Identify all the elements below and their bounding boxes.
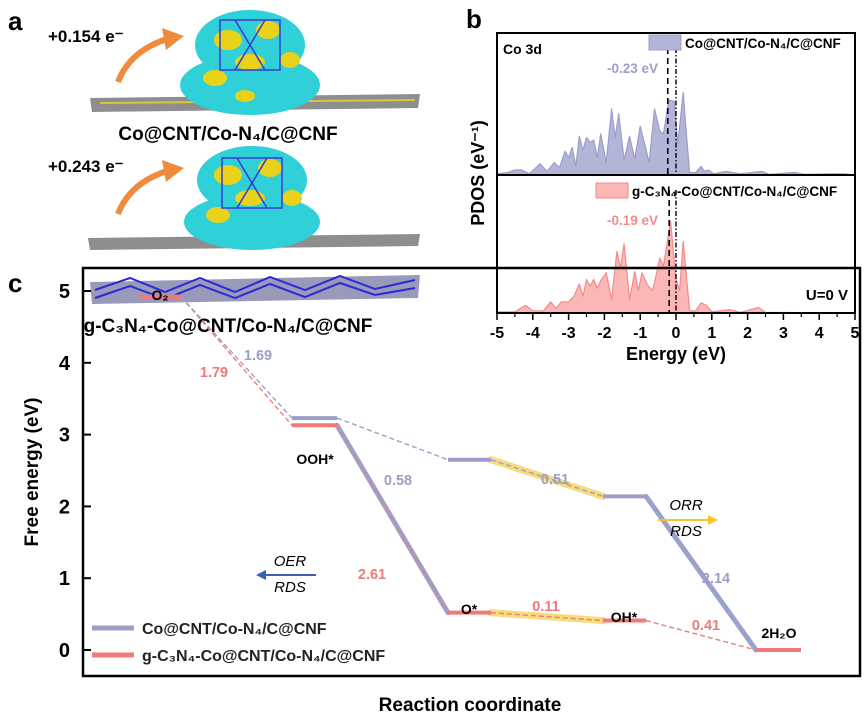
structure-bottom-image <box>88 146 420 304</box>
legend-label-red: g-C₃N₄-Co@CNT/Co-N₄/C@CNF <box>142 648 385 665</box>
energy-y-tick-label: 1 <box>59 568 70 590</box>
pdos-area-1 <box>496 220 856 314</box>
step-energy-label: 0.58 <box>384 473 412 489</box>
pdos-chart: -5 -4 -3 -2 -1 0 1 2 3 4 5 Co 3d Co@CNT/Co-N₄/C@CN… <box>468 32 860 364</box>
orr-rds-label: RDS <box>670 523 702 540</box>
panel-a-structures: +0.154 e⁻ Co@CNT/Co-N₄/C@CNF +0.243 e⁻ <box>48 10 420 337</box>
pdos-x-tick-label: -5 <box>490 325 504 342</box>
legend-swatch-top <box>648 34 682 51</box>
state-label: 2H₂O <box>761 625 796 641</box>
connector-1-0 <box>180 296 293 426</box>
pdos-x-tick-label: 5 <box>851 325 860 342</box>
connector-1-2 <box>490 611 604 622</box>
charge-arrow-top-icon <box>115 35 171 84</box>
pdos-x-tick-label: 3 <box>779 325 788 342</box>
free-energy-chart: 0 1 2 3 4 5 O₂ OOH* O* OH* 2H₂O 1.69 0.58 0.51 2.14 1.… <box>22 266 862 716</box>
panel-letter-b: b <box>466 4 482 34</box>
connector-0-2 <box>490 459 604 498</box>
orr-arrowhead-icon <box>708 515 718 525</box>
energy-y-axis-label: Free energy (eV) <box>22 398 43 547</box>
oer-arrowhead-icon <box>256 570 266 580</box>
charge-transfer-top: +0.154 e⁻ <box>48 27 124 46</box>
energy-y-tick-label: 3 <box>59 425 70 447</box>
step-energy-label: 0.51 <box>541 472 569 488</box>
energy-y-tick-label: 2 <box>59 496 70 518</box>
state-label: O₂ <box>151 287 168 303</box>
charge-arrowhead-top-icon <box>162 28 184 50</box>
connector-1-1 <box>336 424 449 614</box>
state-label: O* <box>461 601 478 617</box>
state-label: OOH* <box>296 451 334 467</box>
panel-letter-a: a <box>8 6 23 36</box>
energy-frame <box>81 266 862 678</box>
energy-x-axis-label: Reaction coordinate <box>379 695 562 716</box>
orr-label: ORR <box>669 497 703 514</box>
pdos-x-tick-label: -3 <box>561 325 575 342</box>
panel-letter-c: c <box>8 268 22 298</box>
step-energy-label: 2.14 <box>702 571 730 587</box>
structure-top-image <box>90 10 420 115</box>
step-energy-label: 0.11 <box>532 599 559 615</box>
structure-label-top: Co@CNT/Co-N₄/C@CNF <box>118 124 337 145</box>
legend-swatch-bottom <box>595 182 629 199</box>
oer-rds-label: RDS <box>274 579 306 596</box>
charge-arrowhead-bottom-icon <box>162 160 184 182</box>
pdos-x-tick-label: 0 <box>672 325 681 342</box>
d-band-label-bottom: -0.19 eV <box>607 213 658 228</box>
step-energy-label: 0.41 <box>692 618 720 634</box>
pdos-x-tick-label: 4 <box>815 325 824 342</box>
potential-annotation: U=0 V <box>806 287 848 304</box>
pdos-x-axis-label: Energy (eV) <box>626 344 726 364</box>
step-energy-label: 2.61 <box>358 567 386 583</box>
rds-highlight-oer <box>643 493 759 653</box>
legend-label-top: Co@CNT/Co-N₄/C@CNF <box>685 36 841 51</box>
charge-arrow-bottom-icon <box>115 167 171 216</box>
structure-label-bottom: g-C₃N₄-Co@CNT/Co-N₄/C@CNF <box>84 316 373 337</box>
state-label: OH* <box>611 609 638 625</box>
d-band-label-top: -0.23 eV <box>607 61 658 76</box>
step-energy-label: 1.69 <box>244 348 272 364</box>
energy-y-tick-label: 4 <box>59 353 71 375</box>
connector-1-3 <box>645 619 757 651</box>
energy-y-tick-label: 5 <box>59 281 70 303</box>
energy-y-tick-label: 0 <box>59 640 70 662</box>
oer-label: OER <box>274 553 307 570</box>
pdos-x-tick-label: 1 <box>707 325 716 342</box>
connector-0-0 <box>180 296 293 419</box>
legend-label-blue: Co@CNT/Co-N₄/C@CNF <box>142 621 327 638</box>
pdos-x-tick-label: -1 <box>633 325 647 342</box>
pdos-x-tick-label: -4 <box>526 325 540 342</box>
pdos-x-tick-label: -2 <box>597 325 611 342</box>
connector-0-1 <box>336 417 449 461</box>
pdos-annotation: Co 3d <box>503 41 542 57</box>
pdos-y-axis-label: PDOS (eV⁻¹) <box>468 120 488 226</box>
pdos-x-tick-label: 2 <box>743 325 752 342</box>
charge-transfer-bottom: +0.243 e⁻ <box>48 157 124 176</box>
step-energy-label: 1.79 <box>200 365 228 381</box>
legend-label-bottom: g-C₃N₄-Co@CNT/Co-N₄/C@CNF <box>632 184 837 199</box>
